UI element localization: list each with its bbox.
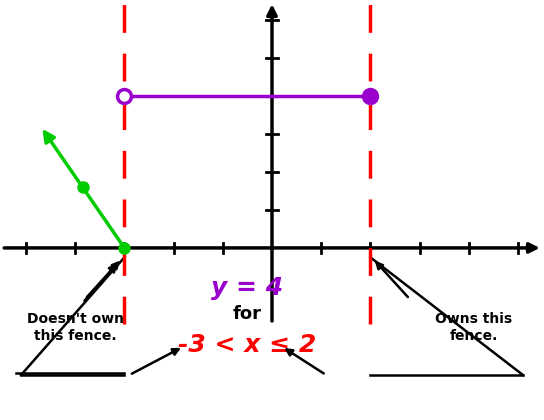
Text: Owns this
fence.: Owns this fence. <box>435 312 512 343</box>
Text: Doesn't own
this fence.: Doesn't own this fence. <box>27 312 123 343</box>
Text: for: for <box>233 305 262 323</box>
Text: y = 4: y = 4 <box>211 276 283 300</box>
Text: -3 < x ≤ 2: -3 < x ≤ 2 <box>178 333 317 357</box>
